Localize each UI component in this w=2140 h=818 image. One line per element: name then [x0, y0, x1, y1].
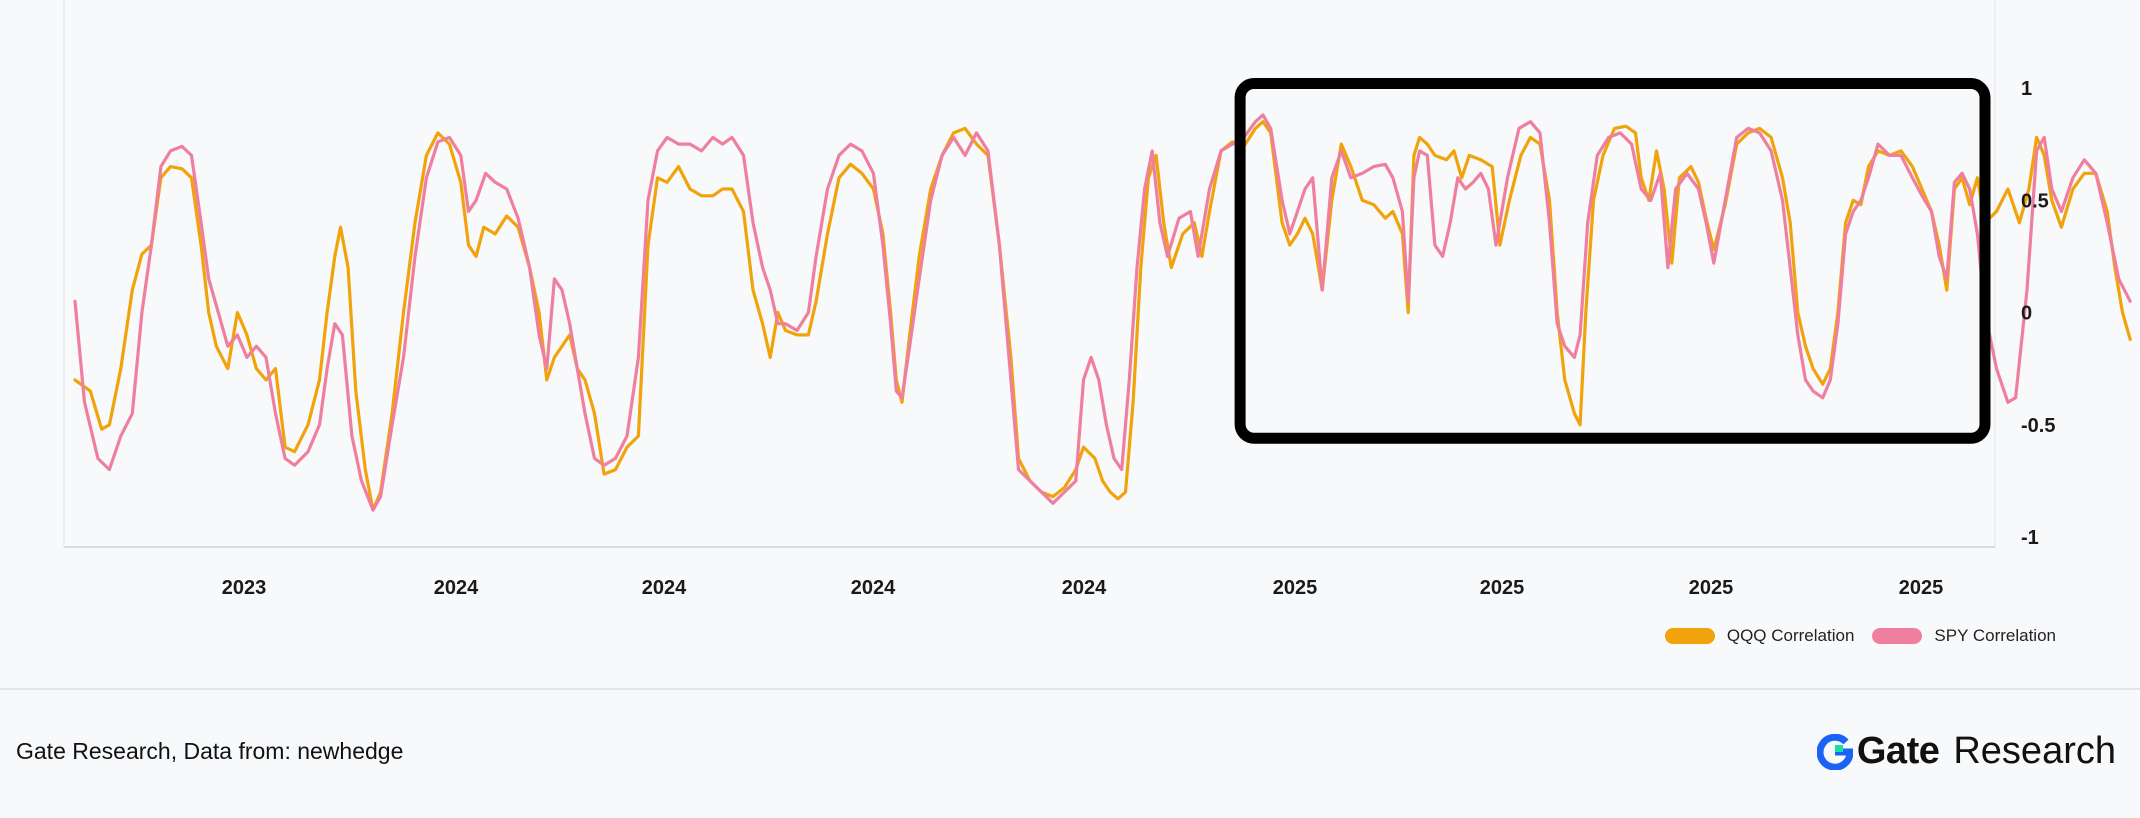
x-axis-ticks: 2023 2024 2024 2024 2024 2025 2025 2025 2025 [222, 577, 1944, 599]
chart-series-lines [73, 113, 2132, 512]
legend-label-qqq: QQQ Correlation [1726, 626, 1855, 645]
y-tick-label: 0.5 [2021, 190, 2049, 212]
x-tick-label: 2024 [434, 577, 479, 599]
legend-swatch-spy [1872, 628, 1923, 644]
legend-item-spy[interactable]: SPY Correlation [1872, 626, 2056, 646]
y-tick-label: -0.5 [2021, 415, 2055, 437]
legend-swatch-qqq [1664, 628, 1715, 644]
correlation-chart: 2023 2024 2024 2024 2024 2025 2025 2025 2025 1 0.… [63, 0, 2132, 599]
y-tick-label: 1 [2021, 78, 2032, 100]
brand-logo: Gate Research [1816, 730, 2116, 773]
x-tick-label: 2024 [1062, 577, 1107, 599]
legend-item-qqq[interactable]: QQQ Correlation [1664, 626, 1855, 646]
x-tick-label: 2025 [1899, 577, 1944, 599]
footer-divider [0, 688, 2140, 690]
x-tick-label: 2025 [1480, 577, 1525, 599]
series-line-spy [73, 113, 2132, 512]
chart-svg: 2023 2024 2024 2024 2024 2025 2025 2025 2025 1 0.… [63, 0, 2132, 599]
y-axis-ticks: 1 0.5 0 -0.5 -1 [2021, 78, 2055, 549]
chart-axes [63, 0, 1996, 548]
x-tick-label: 2025 [1273, 577, 1318, 599]
y-tick-label: -1 [2021, 527, 2039, 549]
y-tick-label: 0 [2021, 303, 2032, 325]
series-line-qqq [73, 120, 2132, 512]
highlight-box [1234, 78, 1991, 444]
chart-legend: QQQ Correlation SPY Correlation [1664, 626, 2056, 646]
x-tick-label: 2024 [642, 577, 687, 599]
legend-label-spy: SPY Correlation [1934, 626, 2056, 645]
brand-suffix: Research [1953, 730, 2116, 772]
x-tick-label: 2023 [222, 577, 267, 599]
source-caption: Gate Research, Data from: newhedge [16, 738, 404, 764]
x-tick-label: 2025 [1689, 577, 1734, 599]
gate-logo-icon [1816, 733, 1853, 770]
highlight-box-group [1234, 78, 1991, 444]
x-tick-label: 2024 [851, 577, 896, 599]
brand-name: Gate [1856, 730, 1940, 772]
